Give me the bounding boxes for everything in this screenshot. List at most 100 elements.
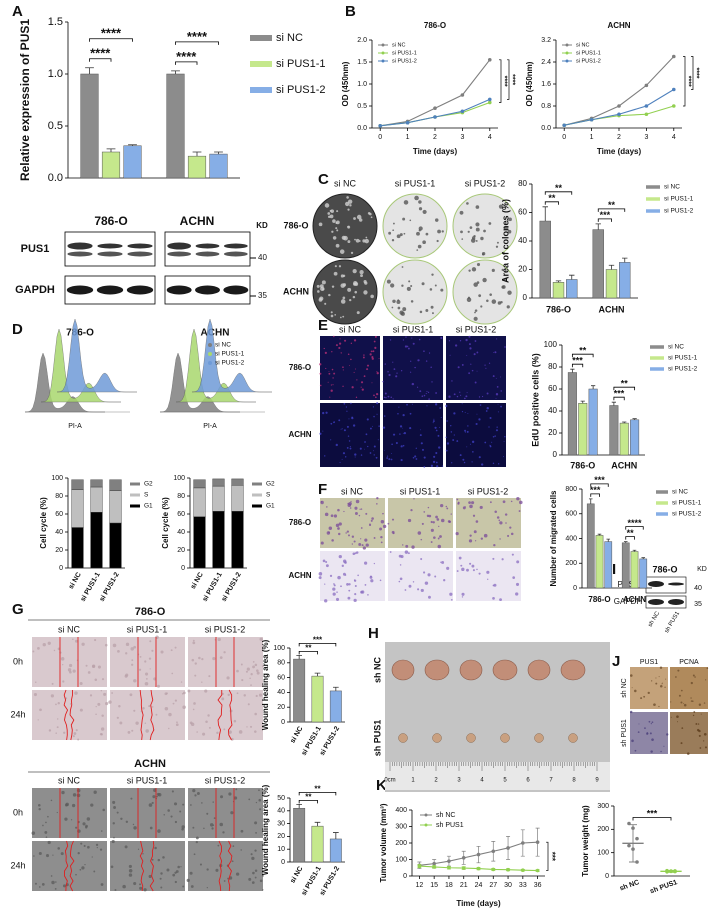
texture xyxy=(171,672,174,675)
texture xyxy=(174,820,178,824)
bar xyxy=(605,269,618,299)
texture xyxy=(148,705,151,708)
texture xyxy=(337,532,341,536)
texture xyxy=(376,371,378,373)
texture xyxy=(360,274,363,278)
texture xyxy=(133,645,137,649)
marker xyxy=(535,840,540,844)
texture xyxy=(324,583,326,585)
texture xyxy=(44,830,48,834)
texture xyxy=(397,306,401,310)
texture xyxy=(325,564,329,568)
texture xyxy=(369,452,372,454)
texture xyxy=(367,445,369,448)
texture xyxy=(318,576,322,580)
texture xyxy=(450,431,453,433)
legend-label: si NC xyxy=(392,42,405,48)
texture xyxy=(485,367,487,369)
chart-title: ACHN xyxy=(607,21,630,30)
tumor xyxy=(398,733,408,743)
column-label: si PUS1-2 xyxy=(465,178,506,188)
texture xyxy=(42,824,44,827)
texture xyxy=(207,714,210,717)
row-label: 0h xyxy=(13,656,23,666)
texture xyxy=(131,663,134,666)
texture xyxy=(374,346,377,349)
bar-segment xyxy=(90,512,103,569)
panel-title: ACHN xyxy=(134,758,166,770)
texture xyxy=(360,527,363,529)
panel-title: 786-O xyxy=(652,564,677,574)
texture xyxy=(250,673,253,676)
texture xyxy=(497,403,499,405)
texture xyxy=(440,417,442,419)
texture xyxy=(170,815,173,818)
texture xyxy=(412,456,415,459)
texture xyxy=(205,720,208,723)
texture xyxy=(354,456,356,458)
texture xyxy=(456,440,459,442)
texture xyxy=(475,205,480,209)
texture xyxy=(392,229,395,232)
bar-segment xyxy=(193,487,206,517)
texture xyxy=(352,295,356,299)
texture xyxy=(396,372,398,374)
legend-label: G1 xyxy=(144,503,153,510)
texture xyxy=(324,351,327,354)
texture xyxy=(343,510,345,513)
texture xyxy=(231,860,234,863)
texture xyxy=(122,884,126,889)
marker xyxy=(461,866,466,870)
texture xyxy=(354,238,356,241)
texture xyxy=(370,216,373,219)
texture xyxy=(333,271,338,276)
band xyxy=(648,599,664,605)
texture xyxy=(388,458,391,461)
texture xyxy=(349,507,352,509)
y-tick-label: 20 xyxy=(177,547,185,554)
texture xyxy=(380,520,385,524)
significance-bracket xyxy=(507,59,510,100)
texture xyxy=(246,667,250,671)
texture xyxy=(705,679,707,681)
texture xyxy=(337,527,340,530)
texture xyxy=(335,597,340,601)
bar xyxy=(80,73,99,179)
texture xyxy=(243,694,246,697)
marker xyxy=(491,867,496,872)
texture xyxy=(196,792,200,796)
texture xyxy=(494,351,497,354)
texture xyxy=(471,440,475,444)
texture xyxy=(189,721,193,725)
texture xyxy=(329,574,333,577)
texture xyxy=(347,435,350,437)
x-tick-label: 786-O xyxy=(546,304,571,314)
texture xyxy=(468,539,473,543)
texture xyxy=(324,203,330,208)
texture xyxy=(405,544,409,548)
texture xyxy=(393,368,396,371)
texture xyxy=(48,729,52,732)
texture xyxy=(495,393,499,396)
x-tick-label: 12 xyxy=(415,882,423,889)
texture xyxy=(450,598,453,601)
micrograph xyxy=(320,551,385,601)
marker xyxy=(460,93,465,97)
texture xyxy=(470,238,476,243)
texture xyxy=(475,520,479,523)
texture xyxy=(427,506,430,509)
significance: **** xyxy=(693,68,700,79)
texture xyxy=(421,282,425,286)
texture xyxy=(430,464,434,467)
texture xyxy=(420,442,423,445)
texture xyxy=(84,864,86,866)
texture xyxy=(511,553,514,556)
texture xyxy=(180,681,183,683)
row-label: ACHN xyxy=(288,571,311,580)
texture xyxy=(162,856,165,859)
texture xyxy=(328,371,330,373)
texture xyxy=(148,874,152,878)
legend-label: si NC xyxy=(664,184,680,191)
texture xyxy=(62,664,64,666)
error-bar xyxy=(588,498,593,504)
